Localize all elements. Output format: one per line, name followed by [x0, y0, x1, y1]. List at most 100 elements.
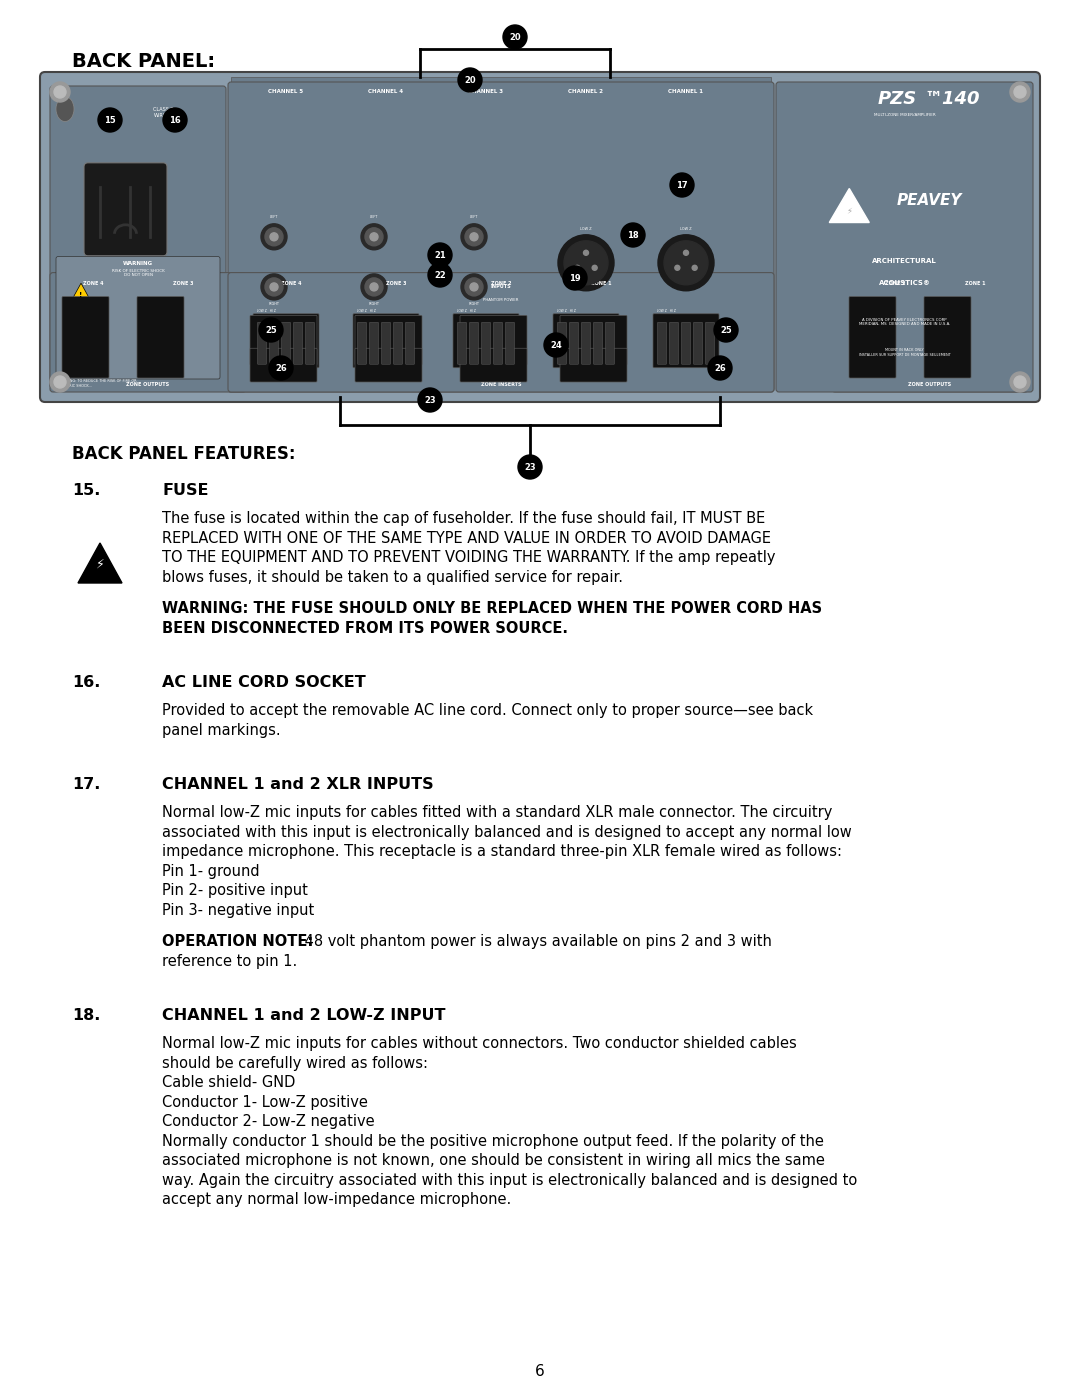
Text: 24: 24	[550, 341, 562, 349]
Text: 18: 18	[627, 231, 638, 239]
Text: LOW Z   HI Z: LOW Z HI Z	[457, 309, 475, 313]
Circle shape	[461, 224, 487, 250]
Text: LOW Z   HI Z: LOW Z HI Z	[657, 309, 675, 313]
Text: 18.: 18.	[72, 1009, 100, 1023]
Text: Normal low-Z mic inputs for cables fitted with a standard XLR male connector. Th: Normal low-Z mic inputs for cables fitte…	[162, 805, 833, 820]
Text: CHANNEL 3: CHANNEL 3	[469, 89, 503, 94]
Circle shape	[465, 278, 483, 296]
FancyBboxPatch shape	[137, 296, 184, 379]
Circle shape	[470, 284, 478, 291]
FancyBboxPatch shape	[460, 348, 527, 381]
FancyBboxPatch shape	[470, 323, 478, 365]
Circle shape	[259, 319, 283, 342]
Text: LEFT: LEFT	[270, 215, 279, 219]
Text: ZONE OUTPUTS: ZONE OUTPUTS	[126, 381, 170, 387]
Circle shape	[1014, 376, 1026, 388]
Text: WARNING: THE FUSE SHOULD ONLY BE REPLACED WHEN THE POWER CORD HAS: WARNING: THE FUSE SHOULD ONLY BE REPLACE…	[162, 601, 822, 616]
Text: RIGHT: RIGHT	[368, 302, 379, 306]
Text: WARNING: WARNING	[123, 261, 153, 265]
Text: MULTI-ZONE MIXER/AMPLIFIER: MULTI-ZONE MIXER/AMPLIFIER	[874, 113, 935, 117]
Circle shape	[428, 263, 453, 286]
Circle shape	[270, 284, 278, 291]
Text: impedance microphone. This receptacle is a standard three-pin XLR female wired a: impedance microphone. This receptacle is…	[162, 844, 842, 859]
Text: panel markings.: panel markings.	[162, 722, 281, 738]
Text: associated microphone is not known, one should be consistent in wiring all mics : associated microphone is not known, one …	[162, 1153, 825, 1168]
Text: PEAVEY: PEAVEY	[896, 193, 962, 208]
Text: LEFT: LEFT	[369, 215, 378, 219]
Text: CHANNEL 1 and 2 LOW-Z INPUT: CHANNEL 1 and 2 LOW-Z INPUT	[162, 1009, 446, 1023]
Text: PHANTOM POWER: PHANTOM POWER	[484, 298, 518, 302]
Text: 25: 25	[720, 326, 732, 334]
Circle shape	[503, 25, 527, 49]
Polygon shape	[70, 284, 92, 303]
Polygon shape	[829, 189, 869, 222]
Text: Provided to accept the removable AC line cord. Connect only to proper source—see: Provided to accept the removable AC line…	[162, 703, 813, 718]
Text: 15: 15	[104, 116, 116, 124]
Text: way. Again the circuitry associated with this input is electronically balanced a: way. Again the circuitry associated with…	[162, 1172, 858, 1187]
FancyBboxPatch shape	[777, 82, 1032, 393]
Text: Conductor 2- Low-Z negative: Conductor 2- Low-Z negative	[162, 1113, 375, 1129]
FancyBboxPatch shape	[453, 314, 519, 367]
Text: CLASS 2
WIRING: CLASS 2 WIRING	[152, 108, 173, 117]
Text: blows fuses, it should be taken to a qualified service for repair.: blows fuses, it should be taken to a qua…	[162, 570, 623, 584]
Circle shape	[50, 372, 70, 393]
Circle shape	[1010, 372, 1030, 393]
FancyBboxPatch shape	[50, 87, 226, 388]
Text: LOW Z   HI Z: LOW Z HI Z	[257, 309, 275, 313]
Circle shape	[563, 265, 588, 291]
Circle shape	[544, 332, 568, 358]
Text: 16: 16	[170, 116, 180, 124]
Text: PZS: PZS	[878, 89, 917, 108]
Circle shape	[370, 284, 378, 291]
FancyBboxPatch shape	[231, 77, 771, 200]
Text: reference to pin 1.: reference to pin 1.	[162, 954, 297, 968]
Text: 6: 6	[535, 1365, 545, 1379]
FancyBboxPatch shape	[832, 272, 1028, 393]
Text: accept any normal low-impedance microphone.: accept any normal low-impedance micropho…	[162, 1192, 511, 1207]
Text: ZONE 3: ZONE 3	[173, 281, 193, 285]
FancyBboxPatch shape	[594, 323, 603, 365]
FancyBboxPatch shape	[482, 323, 490, 365]
Circle shape	[664, 240, 708, 285]
Circle shape	[54, 376, 66, 388]
FancyBboxPatch shape	[393, 323, 403, 365]
Text: BACK PANEL:: BACK PANEL:	[72, 52, 215, 71]
FancyBboxPatch shape	[557, 323, 567, 365]
Text: LOW Z   HI Z: LOW Z HI Z	[356, 309, 376, 313]
FancyBboxPatch shape	[369, 323, 378, 365]
FancyBboxPatch shape	[569, 323, 579, 365]
FancyBboxPatch shape	[84, 163, 167, 256]
FancyBboxPatch shape	[405, 323, 415, 365]
Text: 20: 20	[509, 32, 521, 42]
Text: 23: 23	[524, 462, 536, 472]
Text: TO THE EQUIPMENT AND TO PREVENT VOIDING THE WARRANTY. If the amp repeatly: TO THE EQUIPMENT AND TO PREVENT VOIDING …	[162, 550, 775, 564]
Circle shape	[692, 265, 698, 270]
Circle shape	[365, 278, 383, 296]
FancyBboxPatch shape	[357, 323, 366, 365]
Circle shape	[265, 228, 283, 246]
Text: RISK OF ELECTRIC SHOCK
DO NOT OPEN: RISK OF ELECTRIC SHOCK DO NOT OPEN	[111, 268, 164, 277]
Circle shape	[98, 108, 122, 131]
FancyBboxPatch shape	[553, 314, 619, 367]
Text: LOW Z: LOW Z	[580, 226, 592, 231]
Text: 48 volt phantom power is always available on pins 2 and 3 with: 48 volt phantom power is always availabl…	[300, 935, 772, 949]
FancyBboxPatch shape	[294, 323, 302, 365]
Circle shape	[658, 235, 714, 291]
FancyBboxPatch shape	[62, 296, 109, 379]
FancyBboxPatch shape	[681, 323, 690, 365]
Text: FUSE: FUSE	[162, 483, 208, 497]
FancyBboxPatch shape	[228, 272, 774, 393]
FancyBboxPatch shape	[253, 314, 319, 367]
Text: LOW Z   HI Z: LOW Z HI Z	[556, 309, 576, 313]
Text: 16.: 16.	[72, 675, 100, 690]
Text: CHANNEL 1: CHANNEL 1	[669, 89, 703, 94]
FancyBboxPatch shape	[561, 316, 627, 365]
Text: ZONE 1: ZONE 1	[964, 281, 985, 285]
Circle shape	[670, 173, 694, 197]
Circle shape	[675, 265, 679, 270]
Text: ZONE OUTPUTS: ZONE OUTPUTS	[908, 381, 951, 387]
Circle shape	[361, 274, 387, 300]
Text: 25: 25	[265, 326, 276, 334]
Text: 17.: 17.	[72, 777, 100, 792]
Circle shape	[583, 250, 589, 256]
